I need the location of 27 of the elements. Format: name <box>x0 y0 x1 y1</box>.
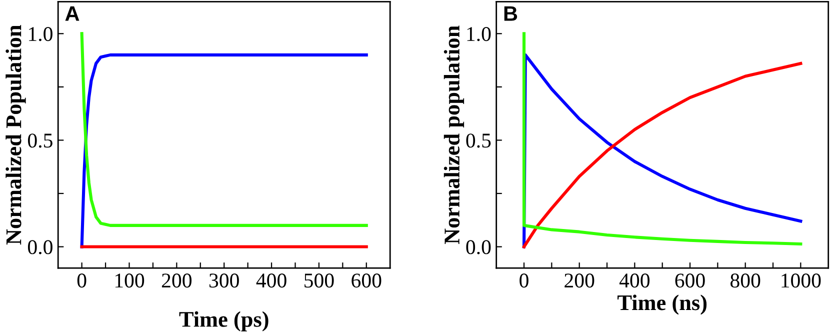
chart-title: A <box>65 6 80 21</box>
x-axis-title: Time (ns) <box>618 294 707 315</box>
y-axis-title: Normalized population <box>444 26 464 244</box>
x-tick-label: 400 <box>256 274 286 288</box>
x-tick-label: 500 <box>304 274 334 288</box>
x-tick-label: 400 <box>619 274 650 288</box>
y-tick-label: 0.5 <box>466 134 491 148</box>
y-tick-label: 0.5 <box>28 134 52 148</box>
x-tick-label: 600 <box>675 274 705 288</box>
x-tick-label: 300 <box>209 274 239 288</box>
y-tick-label: 0.0 <box>28 240 52 254</box>
x-tick-label: 0 <box>520 274 528 288</box>
x-axis-title: Time (ps) <box>179 311 268 332</box>
x-tick-label: 0 <box>77 274 86 288</box>
y-tick-label: 1.0 <box>29 27 52 42</box>
y-tick-label: 1.0 <box>467 27 491 42</box>
x-tick-label: 800 <box>730 274 760 288</box>
y-tick-label: 0.0 <box>466 240 491 254</box>
x-tick-label: 200 <box>564 274 594 288</box>
x-tick-label: 600 <box>352 274 382 288</box>
chart-title: B <box>504 6 518 21</box>
y-axis-title: Normalized Population <box>6 25 26 245</box>
x-tick-label: 1000 <box>782 274 821 288</box>
x-tick-label: 100 <box>115 274 144 288</box>
line-series <box>80 53 368 248</box>
x-tick-label: 200 <box>162 274 192 288</box>
line-series <box>80 32 368 227</box>
